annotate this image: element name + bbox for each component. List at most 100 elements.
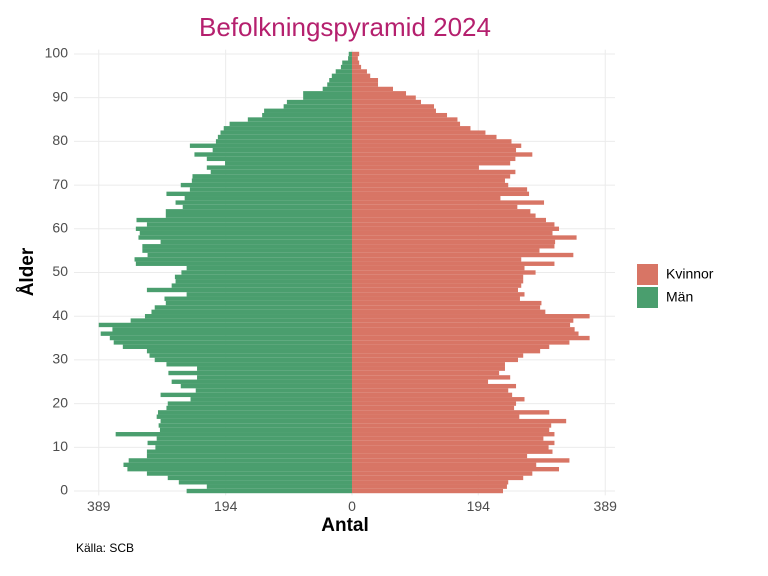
bar — [166, 191, 352, 197]
bar — [351, 449, 553, 454]
bar — [351, 283, 522, 288]
bar — [217, 134, 352, 140]
bar — [351, 314, 590, 319]
bar — [144, 314, 352, 319]
bar — [342, 60, 352, 65]
bar — [181, 270, 352, 275]
bar — [351, 309, 546, 315]
bar — [264, 108, 352, 113]
bar — [351, 213, 536, 218]
bar — [351, 239, 556, 245]
bar — [351, 165, 479, 170]
bar — [283, 104, 352, 109]
bar — [167, 475, 352, 481]
bar — [327, 82, 352, 87]
bar — [155, 445, 352, 450]
bar — [146, 471, 352, 476]
bar — [351, 69, 367, 74]
bar — [182, 204, 352, 210]
bar — [351, 322, 571, 328]
y-tick-label: 10 — [52, 438, 68, 454]
bar — [158, 423, 352, 428]
bar — [351, 99, 421, 105]
bar — [351, 91, 407, 96]
bar — [351, 287, 518, 293]
y-tick-label: 40 — [52, 307, 68, 323]
bar — [247, 117, 352, 122]
bar — [351, 51, 360, 57]
bar — [146, 348, 352, 354]
bar — [351, 204, 518, 210]
bar — [351, 95, 416, 100]
bar — [303, 95, 352, 100]
bar — [351, 152, 533, 157]
y-tick-label: 60 — [52, 219, 68, 235]
bar — [130, 318, 352, 323]
bar — [351, 401, 517, 406]
bar — [223, 126, 352, 131]
bar — [166, 362, 352, 367]
bar — [142, 248, 352, 253]
y-tick-label: 30 — [52, 351, 68, 367]
bar — [197, 375, 352, 380]
bar — [351, 427, 550, 433]
bar — [149, 353, 352, 358]
bar — [180, 383, 352, 389]
bar — [98, 322, 352, 328]
bar — [174, 274, 352, 280]
bar — [147, 252, 352, 258]
bar — [184, 196, 352, 201]
bar — [322, 86, 352, 92]
bar — [351, 475, 524, 481]
y-axis-label: Ålder — [17, 247, 38, 296]
bar — [351, 397, 525, 402]
bar — [351, 230, 553, 236]
bar — [186, 265, 352, 271]
bar — [351, 121, 461, 127]
bar — [351, 222, 555, 227]
bar — [351, 423, 552, 428]
bar — [186, 488, 352, 494]
bar — [351, 73, 371, 79]
bar — [340, 64, 352, 70]
bar — [135, 226, 352, 231]
bar — [351, 388, 509, 393]
bar — [189, 143, 352, 148]
y-tick-label: 100 — [45, 45, 69, 61]
bar — [206, 165, 352, 170]
bar — [351, 64, 362, 70]
bar — [168, 370, 352, 376]
bar — [351, 209, 531, 214]
bar — [154, 305, 352, 310]
bar — [351, 191, 530, 197]
bar — [351, 265, 525, 271]
bar — [215, 139, 352, 144]
bar — [351, 344, 550, 349]
bar — [351, 134, 497, 140]
bar — [167, 401, 352, 406]
bar — [134, 257, 352, 262]
bar — [351, 383, 517, 389]
bar — [156, 436, 352, 441]
bar — [351, 86, 394, 92]
bar — [351, 410, 550, 415]
y-tick-label: 70 — [52, 176, 68, 192]
y-tick-label: 0 — [60, 482, 68, 498]
bar — [206, 156, 352, 162]
bar — [351, 182, 509, 188]
bar — [351, 261, 555, 266]
bar — [154, 357, 352, 363]
bar — [351, 174, 511, 179]
bar — [351, 432, 555, 437]
bar — [191, 178, 352, 183]
bar — [175, 200, 352, 205]
bar — [351, 279, 524, 284]
bar — [157, 410, 352, 415]
bar — [351, 126, 471, 131]
bar — [351, 471, 533, 476]
x-tick-label: 0 — [348, 498, 356, 514]
bar — [146, 222, 352, 227]
bar — [212, 147, 352, 153]
legend-label: Män — [666, 289, 693, 305]
